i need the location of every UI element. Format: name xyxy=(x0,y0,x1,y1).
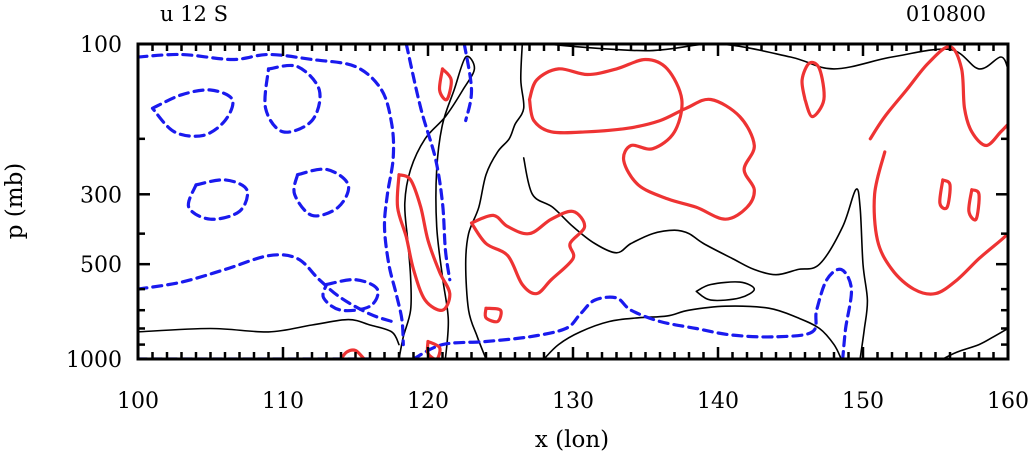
positive-contour-line xyxy=(800,60,826,119)
positive-contour-line xyxy=(938,178,952,211)
negative-contour-line xyxy=(462,44,474,123)
negative-contour-line xyxy=(404,44,452,282)
zero-contour-line xyxy=(543,44,1008,70)
zero-contour-line xyxy=(695,281,756,302)
x-tick-label: 130 xyxy=(552,389,594,414)
negative-contour-line xyxy=(292,167,351,218)
positive-contour-line xyxy=(527,57,756,221)
positive-contour-line xyxy=(868,45,1008,148)
zero-contour-line xyxy=(138,318,400,346)
x-tick-label: 160 xyxy=(987,389,1029,414)
x-tick-label: 120 xyxy=(407,389,449,414)
x-tick-label: 100 xyxy=(117,389,159,414)
zero-contour-line xyxy=(398,55,476,359)
chart-title-left: u 12 S xyxy=(160,2,228,26)
positive-contour-line xyxy=(339,348,366,359)
negative-contour-line xyxy=(321,278,380,313)
positive-contour-line xyxy=(483,306,503,324)
negative-contour-line xyxy=(186,178,250,221)
positive-contour-line xyxy=(872,150,1008,296)
positive-contour-line xyxy=(967,188,981,222)
negative-contour-line xyxy=(138,52,405,347)
positive-contour-line xyxy=(395,173,452,312)
zero-contour-line xyxy=(942,327,1008,359)
x-tick-label: 140 xyxy=(697,389,739,414)
positive-contour-line xyxy=(437,67,453,102)
x-axis-label: x (lon) xyxy=(535,427,609,453)
y-axis-label: p (mb) xyxy=(2,163,28,240)
y-tick-label: 300 xyxy=(80,183,122,208)
negative-contour-line xyxy=(411,267,854,359)
y-tick-label: 500 xyxy=(80,253,122,278)
contour-lines xyxy=(138,44,1008,359)
x-tick-labels: 100 110 120 130 140 150 160 xyxy=(117,389,1029,414)
axis-ticks xyxy=(136,42,1010,361)
plot-frame xyxy=(136,42,1010,361)
positive-contour-line xyxy=(469,209,587,296)
chart-title-right: 010800 xyxy=(906,2,986,26)
zero-contour-line xyxy=(543,305,843,359)
x-tick-label: 110 xyxy=(262,389,304,414)
zero-contour-line xyxy=(522,157,869,359)
negative-contour-line xyxy=(263,63,322,134)
zero-contour-line xyxy=(464,44,525,359)
y-tick-labels: 100 300 500 1000 xyxy=(66,33,122,373)
x-tick-label: 150 xyxy=(842,389,884,414)
y-tick-label: 100 xyxy=(80,33,122,58)
negative-contour-line xyxy=(150,88,235,138)
y-tick-label: 1000 xyxy=(66,348,122,373)
